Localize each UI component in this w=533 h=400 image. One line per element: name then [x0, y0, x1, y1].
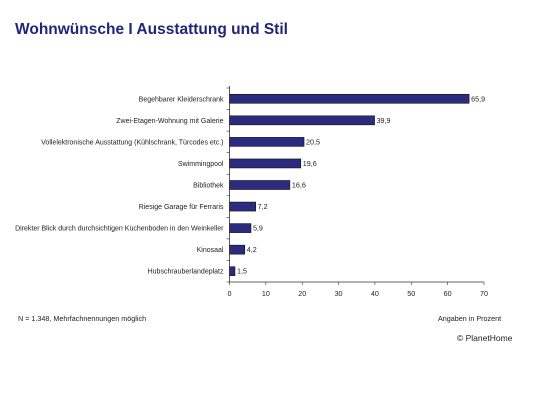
x-tick-label: 0 — [228, 289, 232, 298]
bar — [229, 266, 236, 277]
bars-group — [229, 93, 470, 277]
chart-title: Wohnwünsche I Ausstattung und Stil — [15, 21, 288, 38]
bar — [229, 223, 252, 233]
value-label: 16,6 — [292, 181, 306, 190]
copyright: © PlanetHome — [457, 333, 513, 343]
x-tick-label: 10 — [262, 289, 270, 298]
x-tick-label: 70 — [480, 289, 488, 298]
category-label: Direkter Blick durch durchsichtigen Küch… — [15, 226, 224, 233]
category-label: Hubschrauberlandeplatz — [148, 269, 224, 276]
x-tick-label: 60 — [444, 289, 452, 298]
value-label: 5,9 — [253, 224, 263, 233]
bar — [229, 180, 291, 190]
value-label: 19,6 — [303, 159, 317, 168]
category-label: Vollelektronische Ausstattung (Kühlschra… — [41, 139, 223, 146]
bar — [229, 158, 302, 169]
category-label: Riesige Garage für Ferraris — [139, 204, 224, 211]
x-tick-label: 30 — [335, 289, 343, 298]
x-tick-label: 20 — [298, 289, 306, 298]
bar — [229, 137, 305, 147]
value-label: 7,2 — [258, 202, 268, 211]
category-label: Bibliothek — [193, 183, 224, 190]
x-tick-label: 40 — [371, 289, 379, 298]
category-label: Kinosaal — [197, 247, 224, 254]
value-label: 1,5 — [237, 267, 247, 276]
category-label: Begehbarer Kleiderschrank — [139, 96, 224, 103]
bar — [229, 201, 256, 212]
value-labels-group: 65,9 39,9 20,5 19,6 16,6 7,2 5,9 4,2 1,5 — [237, 94, 485, 275]
bar — [229, 93, 470, 104]
value-label: 4,2 — [247, 245, 257, 254]
bar — [229, 115, 375, 126]
value-label: 65,9 — [471, 94, 485, 103]
footnote: N = 1.348, Mehrfachnennungen möglich — [18, 314, 147, 323]
bar — [229, 244, 246, 255]
category-label: Swimmingpool — [178, 161, 224, 168]
value-label: 39,9 — [377, 116, 391, 125]
value-label: 20,5 — [306, 137, 320, 146]
x-tick-label: 50 — [407, 289, 415, 298]
unit-label: Angaben in Prozent — [438, 314, 502, 323]
axis-group: 0 10 20 30 40 50 60 70 — [226, 86, 488, 298]
category-labels-group: Begehbarer Kleiderschrank Zwei-Etagen-Woh… — [15, 96, 224, 275]
category-label: Zwei-Etagen-Wohnung mit Galerie — [116, 118, 223, 125]
